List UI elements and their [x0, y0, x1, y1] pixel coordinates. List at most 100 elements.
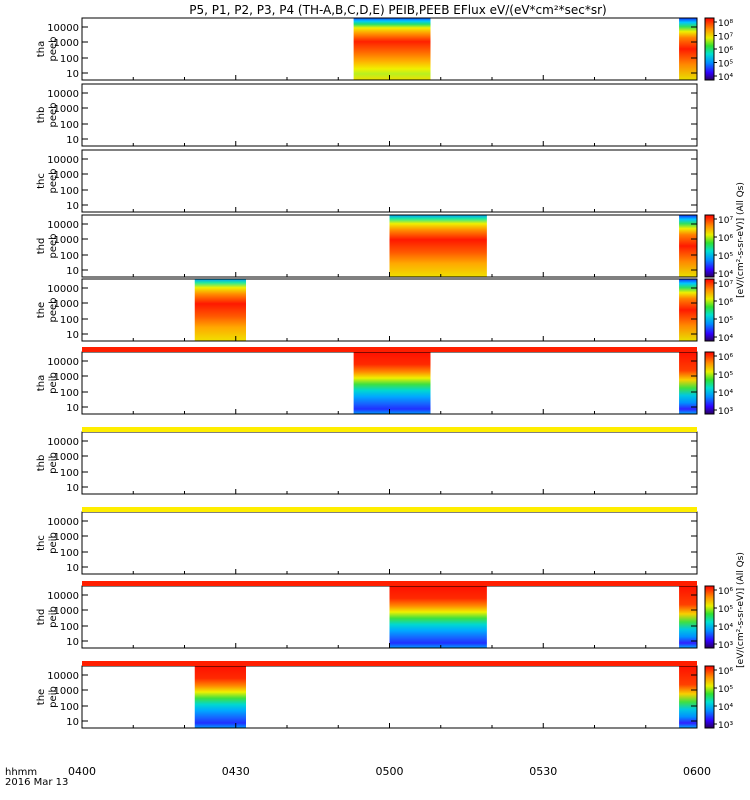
- y-tick-label-tha-peeb-2: 100: [60, 54, 79, 65]
- colorbar-tick-label-tha-peib-2: 10⁴: [718, 389, 733, 399]
- colorbar-tick-label-the-peib-2: 10⁴: [718, 703, 733, 713]
- panel-frame-thc-peib: [81, 511, 698, 575]
- x-axis-label-line1: hhmm: [5, 767, 37, 778]
- status-strip-2: [82, 507, 697, 512]
- y-tick-label-thc-peeb-3: 10: [66, 201, 79, 212]
- colorbar-ramp-the-peib: [704, 665, 715, 729]
- colorbar-the-peib: 10⁶ 10⁵ 10⁴ 10³: [704, 665, 733, 731]
- data-block-the-peib-0: [194, 666, 246, 728]
- panel-frame-thc-peeb: [81, 149, 698, 213]
- colorbar-tick-label-thd-peib-3: 10³: [718, 641, 733, 651]
- y-tick-label-thd-peeb-0: 10000: [47, 220, 79, 231]
- panel-tha-peib: 10000 1000 100 10 tha peib: [36, 351, 698, 415]
- x-tick-label-4: 0600: [683, 765, 711, 778]
- colorbar-tick-label-tha-peib-3: 10³: [718, 407, 733, 417]
- x-tick-label-2: 0500: [376, 765, 404, 778]
- colorbar-thd-peib: 10⁶ 10⁵ 10⁴ 10³: [704, 585, 733, 651]
- status-strip-3: [82, 581, 697, 586]
- panel-tha-peeb: 10000 1000 100 10 tha peeb: [36, 17, 698, 81]
- colorbar-ramp-thd-peib: [704, 585, 715, 649]
- y-tick-label-tha-peib-1: 1000: [54, 372, 79, 383]
- y-tick-label-thd-peib-1: 1000: [54, 606, 79, 617]
- status-strip-0: [82, 347, 697, 352]
- y-tick-label-tha-peib-2: 100: [60, 388, 79, 399]
- panel-label-probe-thc-peib: thc: [36, 535, 47, 551]
- colorbar-label-top: [eV/(cm²-s-sr-eV)] (All Qs): [736, 182, 746, 298]
- colorbar-tick-label-the-peeb-3: 10⁴: [718, 334, 733, 344]
- y-tick-label-thb-peib-1: 1000: [54, 452, 79, 463]
- panel-label-product-the-peib: peib: [48, 686, 59, 708]
- colorbar-tick-label-tha-peeb-1: 10⁷: [718, 33, 733, 43]
- panel-label-probe-tha-peeb: tha: [36, 41, 47, 57]
- data-block-the-peeb-1: [679, 279, 697, 341]
- x-tick-label-0: 0400: [68, 765, 96, 778]
- y-tick-label-thc-peib-0: 10000: [47, 517, 79, 528]
- colorbar-tick-label-thd-peeb-3: 10⁴: [718, 270, 733, 280]
- status-strips: [82, 347, 697, 666]
- colorbar-tick-label-thd-peib-2: 10⁴: [718, 623, 733, 633]
- colorbar-tick-label-the-peeb-0: 10⁷: [718, 280, 733, 290]
- panel-label-product-thc-peeb: peeb: [48, 169, 59, 194]
- y-tick-label-thd-peeb-3: 10: [66, 266, 79, 277]
- colorbar-label-bottom: [eV/(cm²-s-sr-eV)] (All Qs): [736, 552, 746, 668]
- panel-label-product-thc-peib: peib: [48, 532, 59, 554]
- panel-thc-peeb: 10000 1000 100 10 thc peeb: [36, 149, 698, 213]
- status-strip-4: [82, 661, 697, 666]
- y-tick-label-thc-peeb-1: 1000: [54, 170, 79, 181]
- colorbar-tick-label-tha-peeb-2: 10⁶: [718, 46, 733, 56]
- y-tick-label-the-peeb-1: 1000: [54, 299, 79, 310]
- panel-label-probe-tha-peib: tha: [36, 375, 47, 391]
- y-tick-label-thb-peib-2: 100: [60, 468, 79, 479]
- colorbar-tick-label-the-peib-3: 10³: [718, 721, 733, 731]
- colorbars: 10⁸10⁷10⁶10⁵10⁴10⁷10⁶10⁵10⁴10⁷10⁶10⁵10⁴1…: [704, 17, 733, 731]
- panel-label-product-the-peeb: peeb: [48, 298, 59, 323]
- y-tick-label-the-peib-0: 10000: [47, 671, 79, 682]
- panel-thc-peib: 10000 1000 100 10 thc peib: [36, 511, 698, 575]
- colorbar-tick-label-tha-peeb-4: 10⁴: [718, 73, 733, 83]
- panel-label-product-thd-peeb: peeb: [48, 234, 59, 259]
- panel-frame-the-peeb: [81, 278, 698, 342]
- panel-thb-peeb: 10000 1000 100 10 thb peeb: [36, 83, 698, 147]
- y-tick-label-tha-peib-0: 10000: [47, 357, 79, 368]
- y-tick-label-the-peeb-2: 100: [60, 315, 79, 326]
- status-strip-1: [82, 427, 697, 432]
- panel-thd-peib: 10000 1000 100 10 thd peib: [36, 585, 698, 649]
- colorbar-ramp-thd-peeb: [704, 214, 715, 278]
- panel-label-probe-thb-peeb: thb: [36, 107, 47, 124]
- colorbar-tick-label-thd-peeb-2: 10⁵: [718, 252, 733, 262]
- colorbar-tick-label-the-peeb-1: 10⁶: [718, 298, 733, 308]
- y-tick-label-thc-peib-3: 10: [66, 563, 79, 574]
- y-tick-label-thb-peeb-2: 100: [60, 120, 79, 131]
- y-tick-label-thb-peib-0: 10000: [47, 437, 79, 448]
- data-block-thd-peeb-0: [389, 215, 487, 277]
- y-tick-label-the-peeb-3: 10: [66, 330, 79, 341]
- y-tick-label-thd-peeb-2: 100: [60, 251, 79, 262]
- panel-label-probe-the-peeb: the: [36, 302, 47, 318]
- y-tick-label-tha-peeb-0: 10000: [47, 23, 79, 34]
- colorbar-tick-label-thd-peeb-0: 10⁷: [718, 216, 733, 226]
- y-tick-label-thd-peib-0: 10000: [47, 591, 79, 602]
- panel-label-probe-thc-peeb: thc: [36, 173, 47, 189]
- panel-label-probe-thd-peeb: thd: [36, 238, 47, 255]
- colorbar-tick-label-tha-peeb-3: 10⁵: [718, 60, 733, 70]
- panel-frame-the-peib: [81, 665, 698, 729]
- colorbar-tick-label-thd-peeb-1: 10⁶: [718, 234, 733, 244]
- colorbar-tick-label-the-peib-1: 10⁵: [718, 685, 733, 695]
- data-block-thd-peeb-1: [679, 215, 697, 277]
- y-tick-label-thb-peeb-3: 10: [66, 135, 79, 146]
- panel-thd-peeb: 10000 1000 100 10 thd peeb: [36, 214, 698, 278]
- y-tick-label-tha-peeb-1: 1000: [54, 38, 79, 49]
- colorbar-ramp-tha-peib: [704, 351, 715, 415]
- x-tick-label-3: 0530: [529, 765, 557, 778]
- panel-label-product-tha-peib: peib: [48, 372, 59, 394]
- colorbar-tick-label-thd-peib-0: 10⁶: [718, 587, 733, 597]
- panel-label-product-tha-peeb: peeb: [48, 37, 59, 62]
- colorbar-tick-label-the-peeb-2: 10⁵: [718, 316, 733, 326]
- y-tick-label-thd-peib-3: 10: [66, 637, 79, 648]
- y-tick-label-thc-peib-2: 100: [60, 548, 79, 559]
- y-tick-label-the-peib-1: 1000: [54, 686, 79, 697]
- y-tick-label-the-peeb-0: 10000: [47, 284, 79, 295]
- data-block-tha-peib-1: [679, 352, 697, 414]
